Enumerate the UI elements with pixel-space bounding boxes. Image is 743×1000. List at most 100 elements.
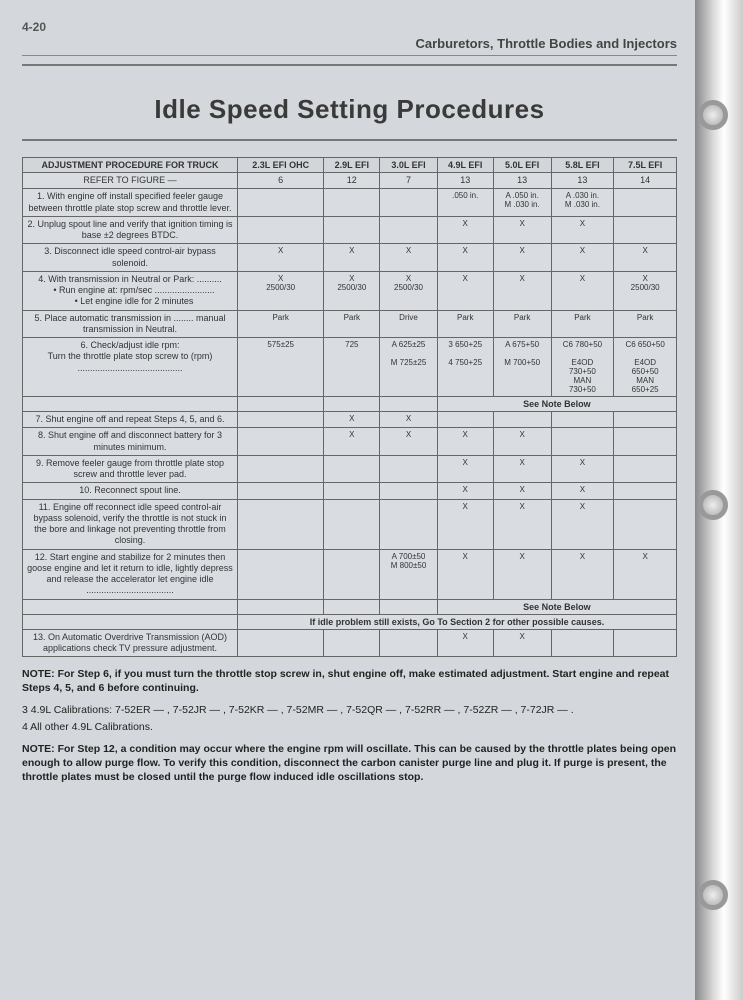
- divider-line: [22, 64, 677, 66]
- section-header: Carburetors, Throttle Bodies and Injecto…: [22, 36, 677, 56]
- value-cell: Park: [238, 310, 324, 338]
- value-cell: [238, 428, 324, 456]
- binder-edge: [695, 0, 743, 1000]
- value-cell: X: [551, 455, 614, 483]
- value-cell: [380, 499, 438, 549]
- table-row: 1. With engine off install specified fee…: [23, 189, 677, 217]
- procedure-cell: 5. Place automatic transmission in .....…: [23, 310, 238, 338]
- empty-cell: [238, 397, 324, 412]
- table-row: 3. Disconnect idle speed control-air byp…: [23, 244, 677, 272]
- col-58l: 5.8L EFI: [551, 158, 614, 173]
- value-cell: [614, 629, 677, 657]
- value-cell: [493, 412, 551, 428]
- table-row: 4. With transmission in Neutral or Park:…: [23, 271, 677, 310]
- see-note-cell: See Note Below: [437, 397, 676, 412]
- empty-cell: [324, 599, 380, 614]
- value-cell: [238, 499, 324, 549]
- value-cell: 575±25: [238, 338, 324, 397]
- procedure-cell: 3. Disconnect idle speed control-air byp…: [23, 244, 238, 272]
- table-row: 2. Unplug spout line and verify that ign…: [23, 216, 677, 244]
- refer-cell: 14: [614, 173, 677, 189]
- value-cell: [551, 629, 614, 657]
- value-cell: A .030 in.M .030 in.: [551, 189, 614, 217]
- value-cell: Park: [614, 310, 677, 338]
- value-cell: C6 780+50E4OD730+50MAN730+50: [551, 338, 614, 397]
- value-cell: X: [437, 271, 493, 310]
- page-number: 4-20: [22, 20, 677, 34]
- table-row: 7. Shut engine off and repeat Steps 4, 5…: [23, 412, 677, 428]
- value-cell: Park: [493, 310, 551, 338]
- value-cell: [324, 216, 380, 244]
- col-29l: 2.9L EFI: [324, 158, 380, 173]
- value-cell: [324, 189, 380, 217]
- value-cell: [614, 455, 677, 483]
- empty-cell: [23, 397, 238, 412]
- procedure-table: ADJUSTMENT PROCEDURE FOR TRUCK 2.3L EFI …: [22, 157, 677, 657]
- value-cell: X: [238, 244, 324, 272]
- value-cell: X: [437, 455, 493, 483]
- value-cell: X: [551, 499, 614, 549]
- value-cell: 3 650+254 750+25: [437, 338, 493, 397]
- procedure-cell: 2. Unplug spout line and verify that ign…: [23, 216, 238, 244]
- value-cell: X: [493, 455, 551, 483]
- value-cell: X: [437, 244, 493, 272]
- value-cell: [614, 216, 677, 244]
- value-cell: [324, 629, 380, 657]
- value-cell: [614, 412, 677, 428]
- procedure-cell: 7. Shut engine off and repeat Steps 4, 5…: [23, 412, 238, 428]
- value-cell: X: [614, 549, 677, 599]
- value-cell: [238, 629, 324, 657]
- value-cell: [551, 412, 614, 428]
- procedure-cell: 10. Reconnect spout line.: [23, 483, 238, 499]
- procedure-cell: 4. With transmission in Neutral or Park:…: [23, 271, 238, 310]
- value-cell: [380, 189, 438, 217]
- procedure-cell: 8. Shut engine off and disconnect batter…: [23, 428, 238, 456]
- value-cell: C6 650+50E4OD650+50MAN650+25: [614, 338, 677, 397]
- value-cell: X: [493, 629, 551, 657]
- refer-cell: 7: [380, 173, 438, 189]
- procedure-cell: 13. On Automatic Overdrive Transmission …: [23, 629, 238, 657]
- value-cell: Park: [551, 310, 614, 338]
- col-75l: 7.5L EFI: [614, 158, 677, 173]
- refer-row: REFER TO FIGURE —612713131314: [23, 173, 677, 189]
- value-cell: [238, 549, 324, 599]
- see-note-cell: See Note Below: [437, 599, 676, 614]
- value-cell: X2500/30: [238, 271, 324, 310]
- value-cell: [238, 412, 324, 428]
- value-cell: X: [614, 244, 677, 272]
- value-cell: [238, 216, 324, 244]
- value-cell: X: [437, 629, 493, 657]
- value-cell: [614, 428, 677, 456]
- value-cell: X: [380, 428, 438, 456]
- value-cell: X: [437, 216, 493, 244]
- binder-ring-icon: [698, 100, 728, 130]
- title-box: Idle Speed Setting Procedures: [22, 84, 677, 141]
- value-cell: X: [551, 216, 614, 244]
- note-row: See Note Below: [23, 599, 677, 614]
- value-cell: X: [437, 499, 493, 549]
- value-cell: [238, 189, 324, 217]
- value-cell: X2500/30: [380, 271, 438, 310]
- footnotes: NOTE: For Step 6, if you must turn the t…: [22, 667, 677, 784]
- value-cell: X: [324, 412, 380, 428]
- value-cell: [324, 499, 380, 549]
- value-cell: X: [493, 216, 551, 244]
- value-cell: Park: [437, 310, 493, 338]
- value-cell: A .050 in.M .030 in.: [493, 189, 551, 217]
- value-cell: X: [493, 483, 551, 499]
- table-body: REFER TO FIGURE —6127131313141. With eng…: [23, 173, 677, 657]
- value-cell: X2500/30: [614, 271, 677, 310]
- empty-cell: [238, 599, 324, 614]
- col-23l: 2.3L EFI OHC: [238, 158, 324, 173]
- value-cell: A 700±50M 800±50: [380, 549, 438, 599]
- value-cell: X: [380, 244, 438, 272]
- value-cell: [324, 455, 380, 483]
- value-cell: X: [493, 428, 551, 456]
- value-cell: X: [551, 271, 614, 310]
- table-row: 13. On Automatic Overdrive Transmission …: [23, 629, 677, 657]
- value-cell: X: [493, 549, 551, 599]
- procedure-cell: 6. Check/adjust idle rpm:Turn the thrott…: [23, 338, 238, 397]
- page-title: Idle Speed Setting Procedures: [22, 94, 677, 125]
- table-row: 5. Place automatic transmission in .....…: [23, 310, 677, 338]
- value-cell: X: [493, 244, 551, 272]
